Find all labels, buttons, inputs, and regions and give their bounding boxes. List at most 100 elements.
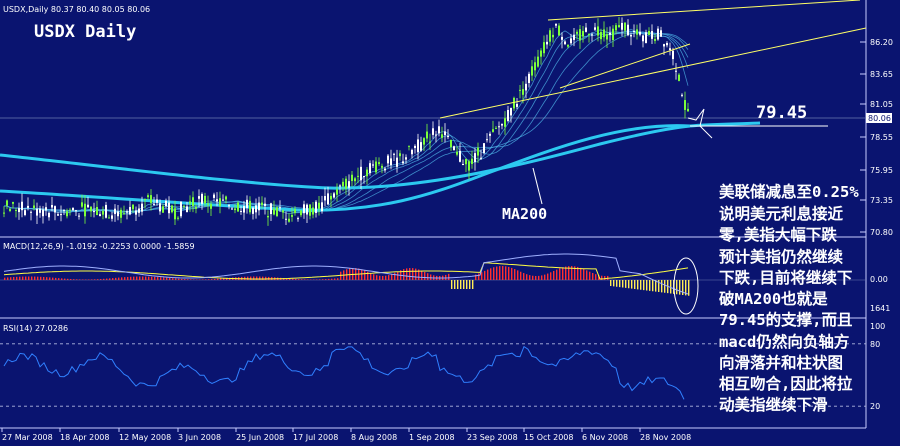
annotation-line: macd仍然向负轴方 (719, 332, 849, 351)
rsi-line (3, 345, 685, 400)
candle-body (186, 206, 188, 213)
candle-body (642, 35, 644, 42)
candle-body (282, 210, 284, 213)
candle-body (249, 200, 251, 213)
macd-bar (325, 279, 327, 280)
trendlines (439, 0, 867, 205)
candle-body (150, 195, 152, 203)
macd-bar (124, 277, 126, 280)
macd-bar (142, 276, 144, 280)
price-tick-label: 83.65 (870, 70, 893, 79)
macd-bar (67, 278, 69, 280)
time-tick-label: 28 Nov 2008 (640, 433, 691, 442)
macd-bar (31, 276, 33, 280)
macd-bar (547, 273, 549, 280)
macd-bar (295, 278, 297, 280)
macd-bar (85, 279, 87, 280)
candle-body (495, 127, 497, 129)
macd-bar (571, 266, 573, 280)
candle-body (414, 145, 416, 148)
macd-bar (211, 279, 213, 280)
macd-bar (163, 277, 165, 280)
candle-body (207, 203, 209, 205)
macd-bar (193, 279, 195, 280)
macd-bar (172, 278, 174, 280)
candle-body (264, 203, 266, 206)
rsi-tick-label: 80 (870, 340, 880, 349)
time-tick-label: 23 Sep 2008 (467, 433, 518, 442)
macd-bar (136, 276, 138, 280)
macd-bar (529, 275, 531, 280)
axis-ticks: 86.20 83.65 81.05 78.55 75.95 73.35 70.80 27 Ma… (1, 38, 893, 442)
macd-bar (397, 271, 399, 280)
candle-body (198, 196, 200, 199)
macd-bar (220, 278, 222, 280)
candle-body (483, 143, 485, 153)
candle-body (300, 210, 302, 216)
channel-trendline (439, 27, 867, 119)
candle-body (687, 108, 689, 112)
time-tick-label: 18 Apr 2008 (60, 433, 109, 442)
candle-body (120, 209, 122, 218)
macd-bar (454, 280, 456, 289)
candle-body (84, 203, 86, 217)
last-price-marker (866, 113, 892, 123)
candle-body (27, 205, 29, 208)
annotation-line: 动美指继续下滑 (719, 395, 828, 414)
macd-bar (115, 277, 117, 280)
candle-body (153, 203, 155, 205)
macd-bar (37, 276, 39, 280)
candle-body (441, 134, 443, 138)
candle-body (240, 210, 242, 212)
macd-bar (103, 278, 105, 280)
candle-body (36, 208, 38, 216)
time-tick-label: 6 Nov 2008 (582, 433, 628, 442)
rsi-panel (0, 319, 866, 428)
candle-body (216, 199, 218, 202)
macd-bar (199, 279, 201, 280)
macd-bar (82, 279, 84, 280)
macd-bar (628, 280, 630, 289)
macd-bar (388, 275, 390, 280)
macd-bar (565, 266, 567, 280)
macd-bar (313, 279, 315, 280)
candle-body (423, 138, 425, 145)
candle-body (51, 204, 53, 208)
candle-body (261, 202, 263, 205)
macd-bar (499, 266, 501, 280)
macd-bar (70, 279, 72, 280)
macd-bar (682, 280, 684, 295)
candle-body (465, 158, 467, 165)
macd-bar (421, 270, 423, 280)
macd-bar (157, 277, 159, 280)
candle-body (630, 34, 632, 37)
macd-bar (367, 271, 369, 280)
macd-bar (202, 279, 204, 280)
candle-body (45, 207, 47, 211)
candle-body (564, 41, 566, 45)
macd-bar (13, 277, 15, 280)
macd-bar (289, 278, 291, 280)
candle-body (678, 74, 680, 81)
macd-signal-line (3, 262, 689, 280)
macd-bar (286, 278, 288, 280)
time-tick-label: 3 Jun 2008 (178, 433, 221, 442)
time-tick-label: 12 May 2008 (119, 433, 171, 442)
macd-header: MACD(12,26,9) -1.0192 -0.2253 0.0000 -1.… (3, 242, 195, 251)
candle-body (474, 153, 476, 162)
candle-body (594, 27, 596, 30)
candle-body (108, 217, 110, 219)
candle-body (111, 215, 113, 219)
macd-bar (109, 278, 111, 280)
candle-body (552, 34, 554, 38)
macd-series: 0.00 1641 (0, 253, 890, 315)
projection-arrow (687, 108, 713, 139)
candle-body (222, 199, 224, 201)
candle-body (453, 146, 455, 151)
candle-body (279, 207, 281, 209)
price-tick-label: 73.35 (870, 196, 893, 205)
macd-bar (118, 277, 120, 280)
candle-body (579, 29, 581, 41)
candle-body (165, 200, 167, 207)
candle-body (603, 29, 605, 38)
